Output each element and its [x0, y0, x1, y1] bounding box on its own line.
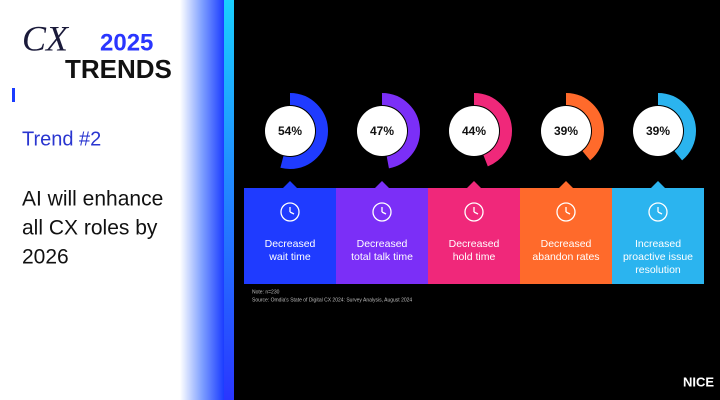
headline-line: AI will enhance — [22, 188, 163, 211]
ring-progress — [344, 93, 420, 169]
icon — [556, 202, 576, 222]
gradient-strip — [180, 0, 224, 400]
card — [428, 188, 520, 284]
logo-word: TRENDS — [65, 54, 172, 84]
caption: Increased — [635, 238, 681, 250]
icon — [372, 202, 392, 222]
card-pointer — [467, 181, 481, 188]
logo-script: CX — [22, 18, 70, 58]
ring-center — [449, 106, 499, 156]
headline-line: 2026 — [22, 246, 69, 269]
caption: resolution — [635, 264, 681, 276]
headline-line: all CX roles by — [22, 217, 158, 240]
ring-progress — [436, 93, 512, 169]
caption: Decreased — [541, 238, 592, 250]
brand: NICE — [683, 374, 714, 389]
card-pointer — [375, 181, 389, 188]
ring-center — [633, 106, 683, 156]
card — [244, 188, 336, 284]
caption: wait time — [268, 251, 311, 263]
percent-label: 54% — [278, 124, 302, 138]
accent-strip — [224, 0, 234, 400]
percent-label: 44% — [462, 124, 486, 138]
card-pointer — [283, 181, 297, 188]
icon — [280, 202, 300, 222]
accent-mark — [12, 88, 15, 102]
icon — [464, 202, 484, 222]
ring-progress — [252, 93, 328, 169]
percent-label: 39% — [646, 124, 670, 138]
icon — [565, 211, 571, 215]
ring-progress — [528, 93, 604, 169]
card — [520, 188, 612, 284]
logo-year: 2025 — [100, 29, 153, 56]
card — [612, 188, 704, 284]
caption: Decreased — [357, 238, 408, 250]
percent-label: 47% — [370, 124, 394, 138]
source: Source: Omdia's State of Digital CX 2024… — [252, 297, 412, 303]
ring-center — [541, 106, 591, 156]
caption: Decreased — [265, 238, 316, 250]
caption: total talk time — [351, 251, 413, 263]
icon — [657, 211, 663, 215]
trend-label: Trend #2 — [22, 128, 101, 150]
caption: proactive issue — [623, 251, 693, 263]
card — [336, 188, 428, 284]
ring-center — [357, 106, 407, 156]
icon — [289, 211, 295, 215]
caption: Decreased — [449, 238, 500, 250]
percent-label: 39% — [554, 124, 578, 138]
card-pointer — [651, 181, 665, 188]
caption: abandon rates — [532, 251, 599, 263]
ring-progress — [620, 93, 696, 169]
card-pointer — [559, 181, 573, 188]
ring-center — [265, 106, 315, 156]
note: Note: n=230 — [252, 289, 280, 295]
icon — [648, 202, 668, 222]
icon — [381, 211, 387, 215]
caption: hold time — [453, 251, 496, 263]
icon — [473, 211, 479, 215]
